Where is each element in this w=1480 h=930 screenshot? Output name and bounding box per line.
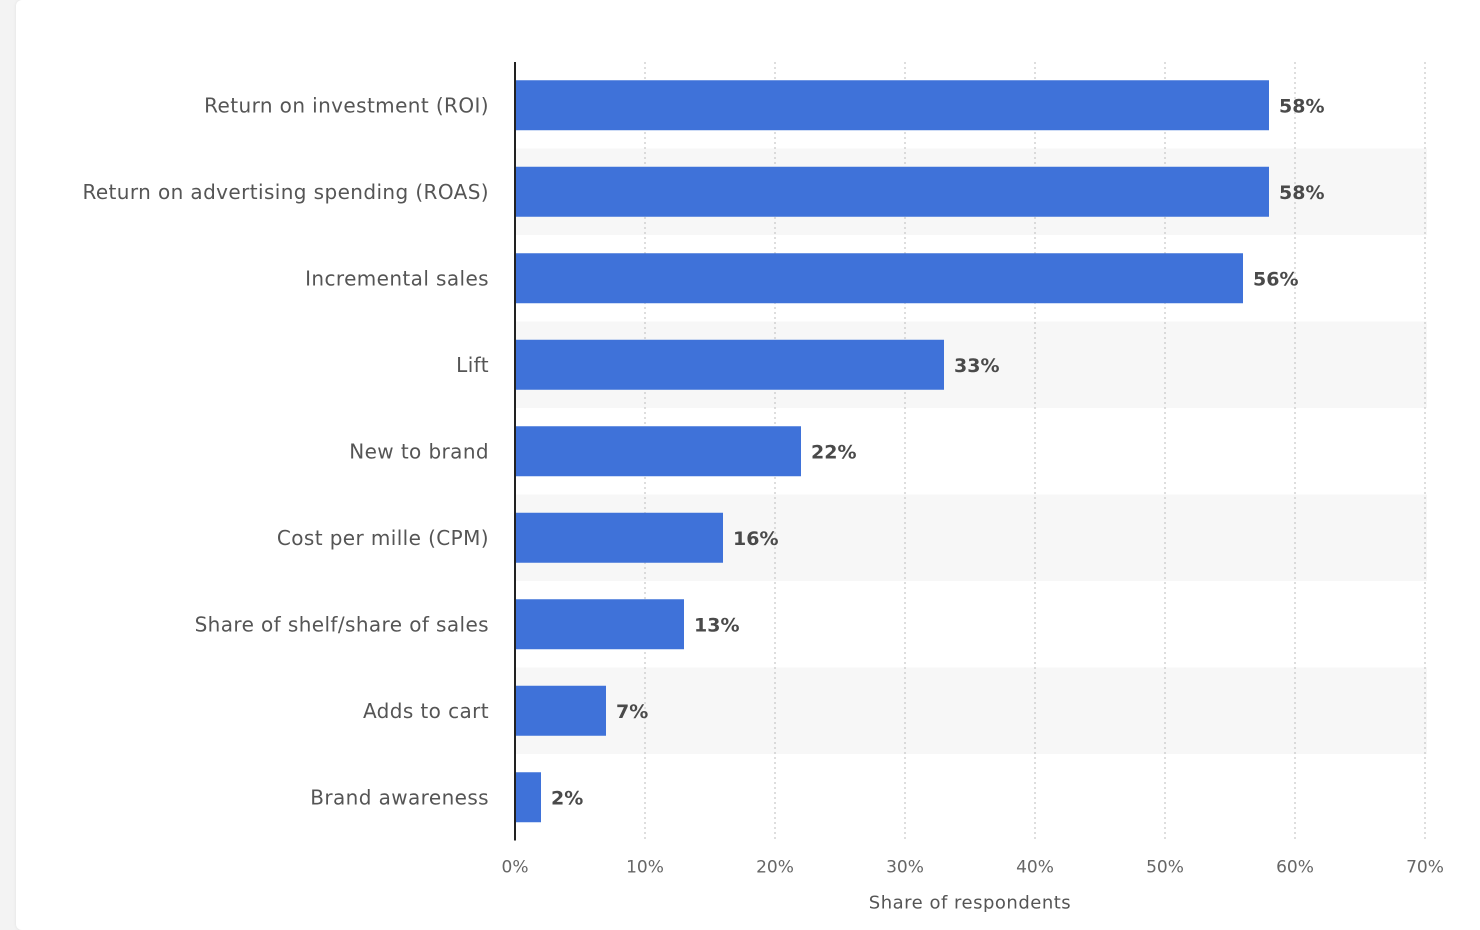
x-tick-labels: 0% 10% 20% 30% 40% 50% 60% 70% [502, 858, 1444, 878]
x-tick-label: 40% [1016, 858, 1054, 878]
value-label: 22% [811, 441, 856, 463]
value-label: 13% [694, 614, 739, 636]
category-label: New to brand [349, 439, 489, 463]
bar[interactable] [515, 253, 1243, 304]
value-labels: 58% 58% 56% 33% 22% 16% 13% 7% 2% [551, 95, 1324, 809]
bars [515, 80, 1269, 823]
category-label: Adds to cart [363, 699, 489, 723]
x-tick-label: 60% [1276, 858, 1314, 878]
bar[interactable] [515, 599, 684, 650]
x-tick-label: 20% [756, 858, 794, 878]
x-tick-label: 0% [502, 858, 529, 878]
bar[interactable] [515, 339, 944, 390]
category-label: Share of shelf/share of sales [195, 612, 489, 636]
value-label: 7% [616, 701, 648, 723]
value-label: 33% [954, 355, 999, 377]
value-label: 16% [733, 528, 778, 550]
bar[interactable] [515, 685, 606, 736]
x-tick-label: 70% [1406, 858, 1444, 878]
category-labels: Return on investment (ROI) Return on adve… [82, 93, 489, 809]
bar[interactable] [515, 80, 1269, 131]
category-label: Return on investment (ROI) [204, 93, 489, 117]
x-tick-label: 50% [1146, 858, 1184, 878]
value-label: 58% [1279, 95, 1324, 117]
category-label: Incremental sales [305, 266, 489, 290]
value-label: 58% [1279, 182, 1324, 204]
value-label: 2% [551, 787, 583, 809]
category-label: Return on advertising spending (ROAS) [82, 180, 489, 204]
bar[interactable] [515, 512, 723, 563]
category-label: Lift [456, 353, 489, 377]
bar[interactable] [515, 772, 541, 823]
x-axis-title: Share of respondents [869, 893, 1071, 914]
value-label: 56% [1253, 268, 1298, 290]
bar[interactable] [515, 426, 801, 477]
category-label: Brand awareness [310, 785, 489, 809]
bar[interactable] [515, 166, 1269, 217]
row-stripe [515, 667, 1427, 754]
x-tick-label: 30% [886, 858, 924, 878]
x-tick-label: 10% [626, 858, 664, 878]
category-label: Cost per mille (CPM) [277, 526, 489, 550]
